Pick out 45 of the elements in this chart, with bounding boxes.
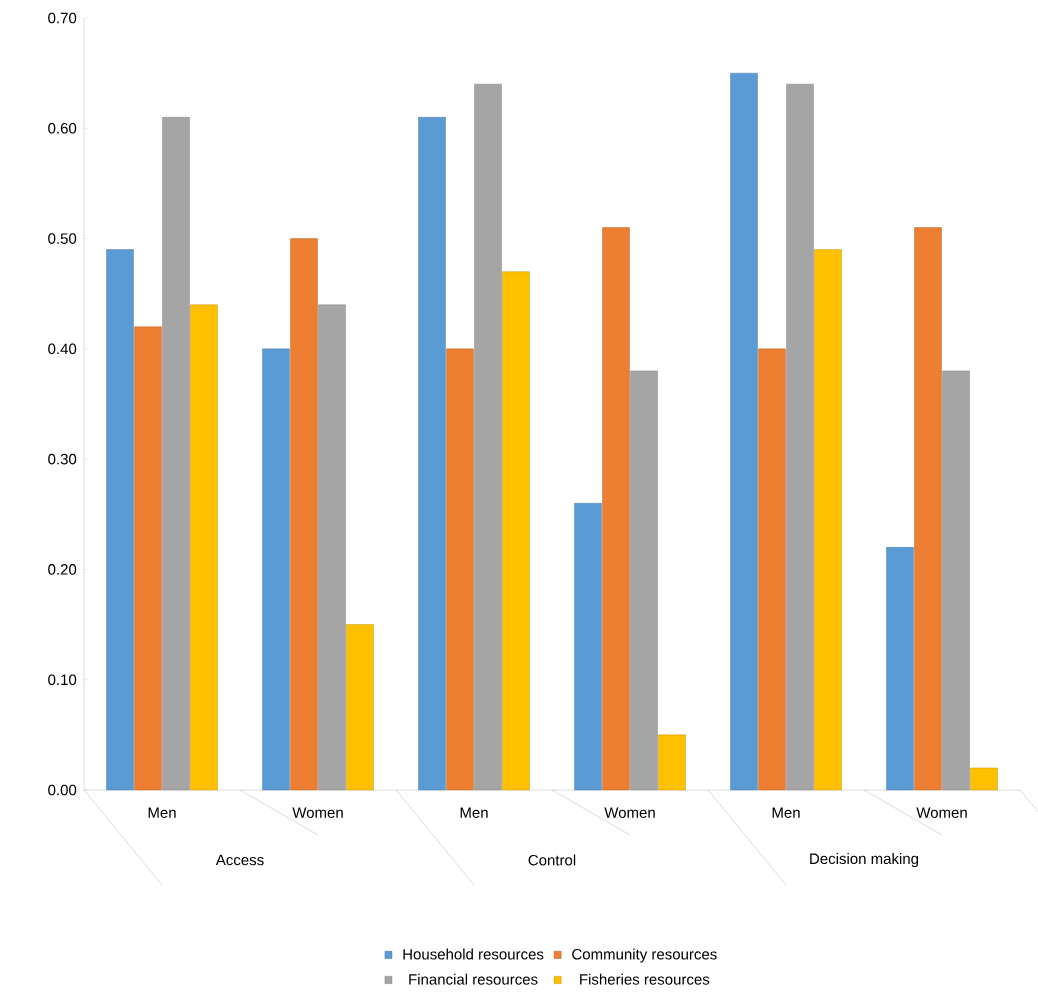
bar: [346, 624, 374, 791]
legend-label: Community resources: [572, 948, 717, 963]
bar: [318, 304, 346, 791]
y-tick-label: 0.40: [48, 343, 77, 355]
legend-label: Fisheries resources: [580, 973, 710, 985]
legend-label: Household resources: [403, 948, 544, 960]
bar: [942, 370, 970, 791]
bar: [914, 227, 942, 791]
x-tick-label: Women: [292, 807, 343, 818]
bar: [574, 503, 602, 791]
text: Decision making: [810, 853, 919, 867]
x-tick-label: Women: [604, 807, 655, 818]
bar: [474, 83, 502, 791]
bar: [658, 734, 686, 791]
y-tick-label: 0.50: [48, 233, 77, 244]
text: Control: [528, 854, 576, 866]
bar: [886, 547, 914, 791]
legend-label: Financial resources: [409, 973, 538, 985]
y-tick-label: 0.30: [48, 453, 77, 465]
y-tick-label: 0.10: [48, 674, 77, 686]
y-tick-label: 0.60: [48, 122, 77, 134]
bar: [290, 238, 318, 791]
bar: [502, 271, 530, 791]
bar: [162, 117, 190, 791]
bar: [418, 117, 446, 791]
bar: [814, 249, 842, 791]
bar: [262, 348, 290, 791]
bar: [602, 227, 630, 791]
bar: [446, 348, 474, 791]
bar: [106, 249, 134, 791]
x-tick-label: Men: [460, 807, 488, 818]
bar: [970, 767, 998, 791]
y-tick-label: 0.00: [48, 784, 77, 796]
x-tick-label: Men: [148, 807, 176, 818]
bar: [758, 348, 786, 791]
text: Access: [215, 854, 264, 866]
y-tick-label: 0.70: [48, 12, 77, 24]
bar: [134, 326, 162, 791]
y-tick-label: 0.20: [48, 564, 77, 575]
bar: [730, 72, 758, 791]
bar: [190, 304, 218, 791]
bar: [786, 83, 814, 791]
x-tick-label: Women: [916, 807, 967, 818]
bar: [630, 370, 658, 791]
x-tick-label: Men: [772, 807, 800, 818]
